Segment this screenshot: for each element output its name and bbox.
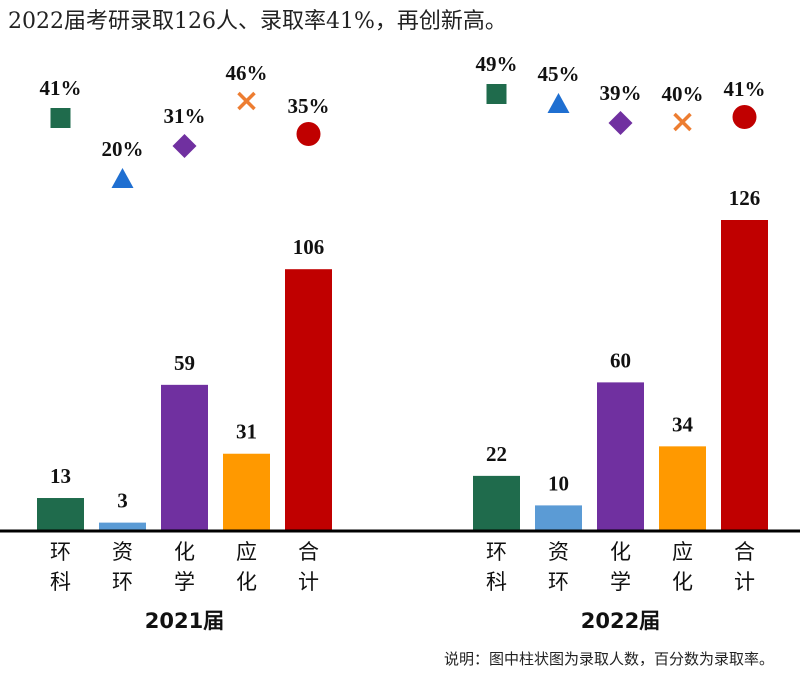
rate-label: 41% (724, 77, 766, 101)
bar-value-label: 60 (610, 348, 631, 372)
category-label-char: 科 (50, 570, 71, 594)
bar-2021届-环科 (37, 498, 84, 530)
plot-area: 1341%环科320%资环5931%化学3146%应化10635%合计2021届… (37, 52, 768, 633)
category-label-char: 合 (298, 540, 319, 564)
rate-marker-square (486, 84, 507, 104)
category-label-char: 环 (486, 540, 507, 564)
bar-2022届-资环 (535, 505, 582, 530)
bar-2022届-环科 (473, 475, 520, 530)
category-label-char: 计 (298, 570, 319, 594)
category-label-char: 环 (112, 570, 133, 594)
bar-value-label: 13 (50, 464, 71, 488)
category-label-char: 化 (672, 570, 693, 594)
bar-2021届-应化 (223, 453, 270, 530)
rate-marker-diamond (172, 134, 197, 158)
rate-label: 39% (600, 81, 642, 105)
rate-label: 20% (102, 137, 144, 161)
category-label-char: 资 (112, 540, 133, 564)
rate-marker-triangle (111, 168, 134, 188)
bar-value-label: 31 (236, 420, 257, 444)
rate-label: 31% (164, 104, 206, 128)
category-label-char: 计 (734, 570, 755, 594)
rate-marker-triangle (547, 93, 570, 113)
rate-marker-x (673, 112, 692, 132)
category-label-char: 应 (672, 540, 693, 564)
rate-label: 35% (288, 94, 330, 118)
category-label-char: 化 (236, 570, 257, 594)
rate-label: 46% (226, 61, 268, 85)
bar-value-label: 22 (486, 442, 507, 466)
category-label-char: 环 (50, 540, 71, 564)
rate-label: 45% (538, 62, 580, 86)
bar-2021届-资环 (99, 522, 146, 530)
chart-note: 说明：图中柱状图为录取人数，百分数为录取率。 (444, 650, 774, 668)
category-label-char: 环 (548, 570, 569, 594)
bar-2021届-合计 (285, 269, 332, 530)
bar-2022届-化学 (597, 382, 644, 530)
rate-marker-square (50, 108, 71, 128)
rate-label: 41% (40, 76, 82, 100)
bar-value-label: 59 (174, 351, 195, 375)
bar-2022届-应化 (659, 446, 706, 530)
group-label: 2022届 (581, 609, 660, 633)
rate-label: 40% (662, 82, 704, 106)
category-label-char: 学 (610, 570, 631, 594)
bar-value-label: 3 (117, 489, 128, 513)
category-label-char: 科 (486, 570, 507, 594)
chart-title: 2022届考研录取126人、录取率41%，再创新高。 (8, 9, 507, 34)
bar-value-label: 106 (293, 235, 325, 259)
rate-marker-x (237, 91, 256, 111)
rate-marker-diamond (608, 111, 633, 135)
category-label-char: 合 (734, 540, 755, 564)
bar-2022届-合计 (721, 220, 768, 530)
category-label-char: 应 (236, 540, 257, 564)
group-label: 2021届 (145, 609, 224, 633)
bar-value-label: 126 (729, 186, 761, 210)
bar-value-label: 10 (548, 471, 569, 495)
rate-label: 49% (476, 52, 518, 76)
bar-2021届-化学 (161, 384, 208, 530)
rate-marker-circle (732, 105, 757, 129)
category-label-char: 化 (610, 540, 631, 564)
category-label-char: 资 (548, 540, 569, 564)
rate-marker-circle (296, 122, 321, 146)
category-label-char: 学 (174, 570, 195, 594)
bar-value-label: 34 (672, 412, 694, 436)
category-label-char: 化 (174, 540, 195, 564)
